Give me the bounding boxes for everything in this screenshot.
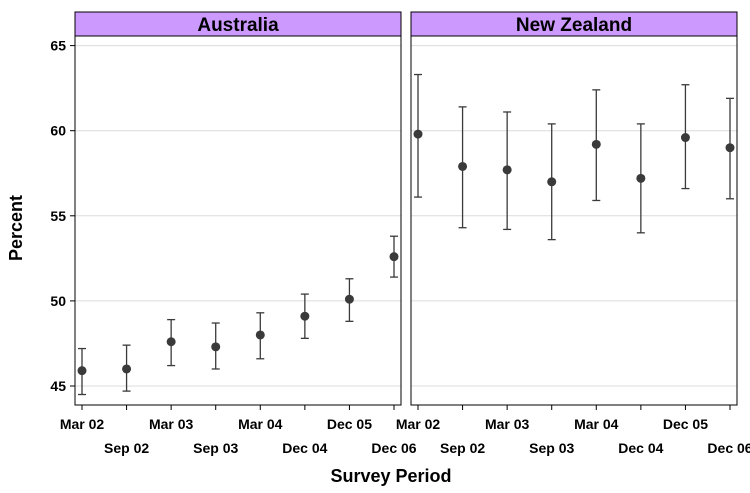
data-point: [502, 165, 512, 175]
data-point: [413, 129, 423, 139]
y-tick-label: 65: [50, 38, 66, 54]
x-tick-label: Mar 02: [60, 416, 105, 432]
panel-frame: [74, 35, 402, 406]
data-point: [458, 161, 468, 171]
panel-frame: [410, 35, 738, 406]
y-tick-label: 60: [50, 123, 66, 139]
data-point: [389, 252, 399, 262]
x-tick-label: Mar 02: [396, 416, 441, 432]
data-point: [547, 177, 557, 187]
data-point: [680, 133, 690, 143]
x-tick-label: Mar 03: [485, 416, 530, 432]
y-tick-label: 45: [50, 378, 66, 394]
x-tick-label: Dec 06: [707, 440, 750, 456]
x-tick-label: Dec 06: [371, 440, 416, 456]
y-tick-label: 55: [50, 208, 66, 224]
panel-strip-label: Australia: [197, 15, 279, 36]
panel-strip: [74, 11, 402, 37]
x-tick-label: Dec 04: [618, 440, 663, 456]
data-point: [725, 143, 735, 153]
panel-strip-label: New Zealand: [516, 15, 632, 36]
data-point: [636, 173, 646, 183]
x-axis-title: Survey Period: [330, 466, 451, 486]
x-tick-label: Sep 02: [440, 440, 485, 456]
data-point: [591, 139, 601, 149]
y-axis-title: Percent: [6, 195, 26, 261]
x-tick-label: Dec 05: [663, 416, 708, 432]
data-point: [77, 366, 87, 376]
data-point: [300, 311, 310, 321]
x-tick-label: Sep 03: [193, 440, 238, 456]
data-point: [211, 342, 221, 352]
x-tick-label: Sep 02: [104, 440, 149, 456]
x-tick-label: Mar 03: [149, 416, 194, 432]
data-point: [344, 294, 354, 304]
x-tick-label: Sep 03: [529, 440, 574, 456]
data-point: [122, 364, 132, 374]
x-tick-label: Mar 04: [574, 416, 619, 432]
x-tick-label: Dec 04: [282, 440, 327, 456]
data-point: [166, 337, 176, 347]
y-tick-label: 50: [50, 293, 66, 309]
data-point: [255, 330, 265, 340]
x-tick-label: Mar 04: [238, 416, 283, 432]
x-tick-label: Dec 05: [327, 416, 372, 432]
